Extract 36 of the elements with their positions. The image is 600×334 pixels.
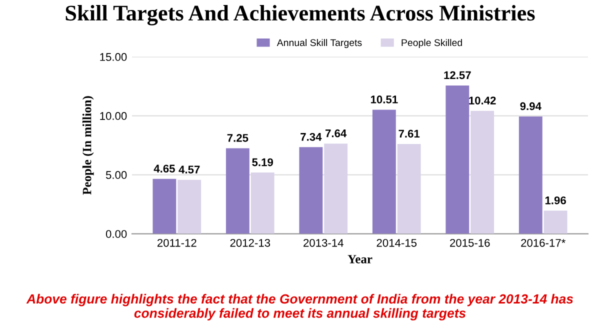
x-tick-label: 2013-14 xyxy=(304,238,344,247)
data-label: 4.65 xyxy=(154,164,175,173)
legend-label: Annual Skill Targets xyxy=(276,38,362,48)
chart-title: Skill Targets And Achievements Across Ministries xyxy=(66,5,535,26)
text: Above figure highlights the fact that the Government of India from the year 2013-14 has considerably failed to meet its annual skilling targets xyxy=(26,294,574,320)
data-label: 4.57 xyxy=(178,166,200,174)
bar xyxy=(544,210,568,234)
bar xyxy=(178,180,202,234)
legend-label: People Skilled xyxy=(402,38,462,48)
data-label: 7.64 xyxy=(325,129,347,138)
x-tick-label: 2014-15 xyxy=(376,238,417,247)
data-label: 10.42 xyxy=(469,96,496,104)
bar xyxy=(446,85,470,234)
bar xyxy=(299,147,323,234)
y-tick-label: 5.00 xyxy=(106,171,127,179)
x-tick-label: 2011-12 xyxy=(157,238,196,247)
data-label: 7.34 xyxy=(300,132,322,141)
bar xyxy=(518,116,542,234)
y-tick-label: 0.00 xyxy=(106,230,127,238)
bar xyxy=(152,178,176,234)
x-tick-label: 2015-16 xyxy=(450,238,490,247)
data-label: 7.25 xyxy=(227,134,248,142)
x-tick-label: 2016-17* xyxy=(521,238,566,247)
y-tick-label: 15.00 xyxy=(100,53,127,61)
data-label: 1.96 xyxy=(545,196,566,204)
y-axis-title: People (In million) xyxy=(82,96,94,195)
data-label: 9.94 xyxy=(520,102,542,110)
data-label: 5.19 xyxy=(252,158,273,166)
x-tick-label: 2012-13 xyxy=(230,238,270,247)
bar xyxy=(226,148,250,234)
data-label: 10.51 xyxy=(370,96,398,104)
data-label: 7.61 xyxy=(398,130,420,138)
y-tick-label: 10.00 xyxy=(100,112,127,120)
bar xyxy=(372,110,396,234)
data-label: 12.57 xyxy=(444,71,471,80)
x-axis-title: Year xyxy=(348,255,372,264)
